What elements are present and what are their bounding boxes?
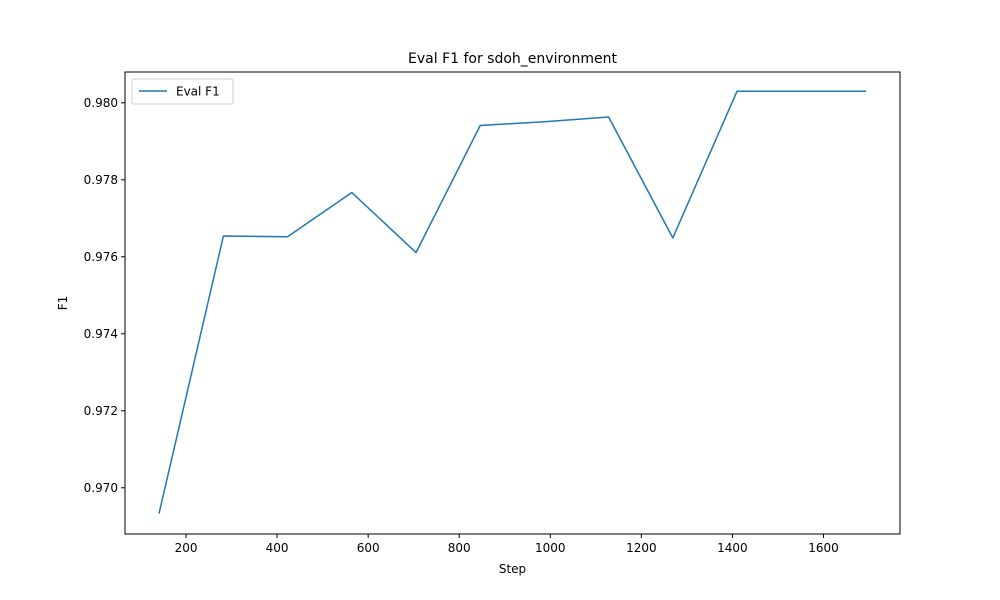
data-point <box>544 121 546 123</box>
plot-frame <box>124 71 901 535</box>
data-point <box>287 236 289 238</box>
y-tick-label: 0.980 <box>84 96 118 110</box>
x-tick-label: 400 <box>266 541 289 555</box>
legend-label: Eval F1 <box>176 85 220 99</box>
data-point <box>672 237 674 239</box>
y-tick-label: 0.976 <box>84 250 118 264</box>
legend-box <box>131 78 234 105</box>
data-point <box>736 90 738 92</box>
data-point <box>351 192 353 194</box>
y-tick-label: 0.974 <box>84 327 118 341</box>
plot-area <box>125 72 900 534</box>
x-axis-label: Step <box>499 562 526 576</box>
data-point <box>223 235 225 237</box>
legend: Eval F1 <box>131 78 234 105</box>
data-point <box>608 116 610 118</box>
y-tick-label: 0.972 <box>84 404 118 418</box>
y-axis: 0.970 0.972 0.974 0.976 0.978 0.980 <box>84 96 125 495</box>
y-tick-label: 0.978 <box>84 173 118 187</box>
chart-title: Eval F1 for sdoh_environment <box>408 51 617 67</box>
data-point <box>479 125 481 127</box>
series-line-eval-f1 <box>158 90 867 514</box>
x-tick-label: 1400 <box>717 541 748 555</box>
series-layer <box>158 90 867 514</box>
data-point <box>158 512 160 514</box>
x-tick-label: 800 <box>448 541 471 555</box>
x-tick-label: 1000 <box>535 541 566 555</box>
x-tick-label: 1600 <box>808 541 839 555</box>
y-tick-label: 0.970 <box>84 481 118 495</box>
y-axis-label: F1 <box>56 296 70 311</box>
data-point <box>800 90 802 92</box>
data-point <box>415 252 417 254</box>
x-tick-label: 200 <box>175 541 198 555</box>
x-tick-label: 1200 <box>626 541 657 555</box>
x-axis: 200 400 600 800 1000 1200 1400 1600 <box>175 534 839 555</box>
data-point <box>865 90 867 92</box>
x-tick-label: 600 <box>357 541 380 555</box>
